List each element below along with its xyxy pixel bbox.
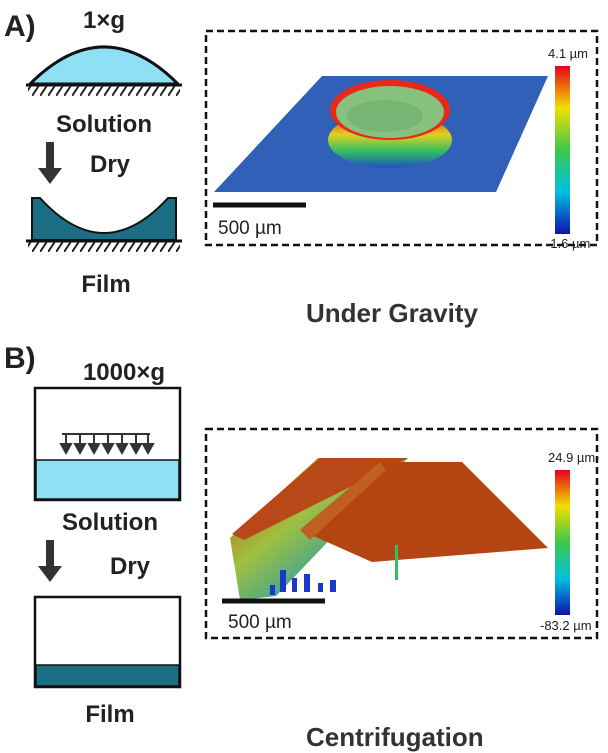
caption: Under Gravity — [306, 298, 478, 328]
film-profile — [31, 197, 177, 241]
ring-texture — [347, 100, 423, 132]
film-label: Film — [85, 701, 134, 728]
caption: Centrifugation — [306, 722, 484, 752]
film-label: Film — [81, 271, 130, 298]
panel-b: B) 1000×g Solution Dry Film 24.9 µm -83.… — [4, 342, 599, 752]
scale-min: -1.6 µm — [546, 236, 590, 251]
arrow — [38, 142, 62, 184]
arrow — [38, 540, 62, 582]
solution-label: Solution — [62, 509, 158, 536]
scale-bar-label: 500 µm — [228, 612, 292, 633]
force-arrows — [59, 433, 155, 456]
scale-min: -83.2 µm — [540, 618, 592, 633]
surface-edge — [300, 462, 386, 540]
film-layer — [35, 664, 180, 687]
panel-label: A) — [4, 10, 36, 43]
dry-label: Dry — [90, 151, 131, 178]
gravity-label: 1000×g — [83, 359, 165, 386]
scale-max: 24.9 µm — [548, 450, 595, 465]
hatch — [28, 86, 180, 96]
solution-layer — [35, 459, 180, 500]
dry-label: Dry — [110, 553, 151, 580]
hatch — [28, 242, 180, 252]
gravity-label: 1×g — [83, 7, 125, 34]
debris — [270, 570, 336, 595]
scale-max: 4.1 µm — [548, 46, 588, 61]
spike — [395, 545, 398, 580]
color-bar — [555, 470, 570, 615]
solution-label: Solution — [56, 111, 152, 138]
image-frame — [204, 29, 599, 247]
droplet — [26, 45, 182, 86]
color-bar — [555, 66, 570, 234]
scale-bar-label: 500 µm — [218, 218, 282, 239]
panel-a: A) 1×g Solution Dry Film 4.1 µm -1.6 µm … — [4, 7, 599, 328]
image-frame — [204, 427, 599, 640]
panel-label: B) — [4, 342, 36, 375]
